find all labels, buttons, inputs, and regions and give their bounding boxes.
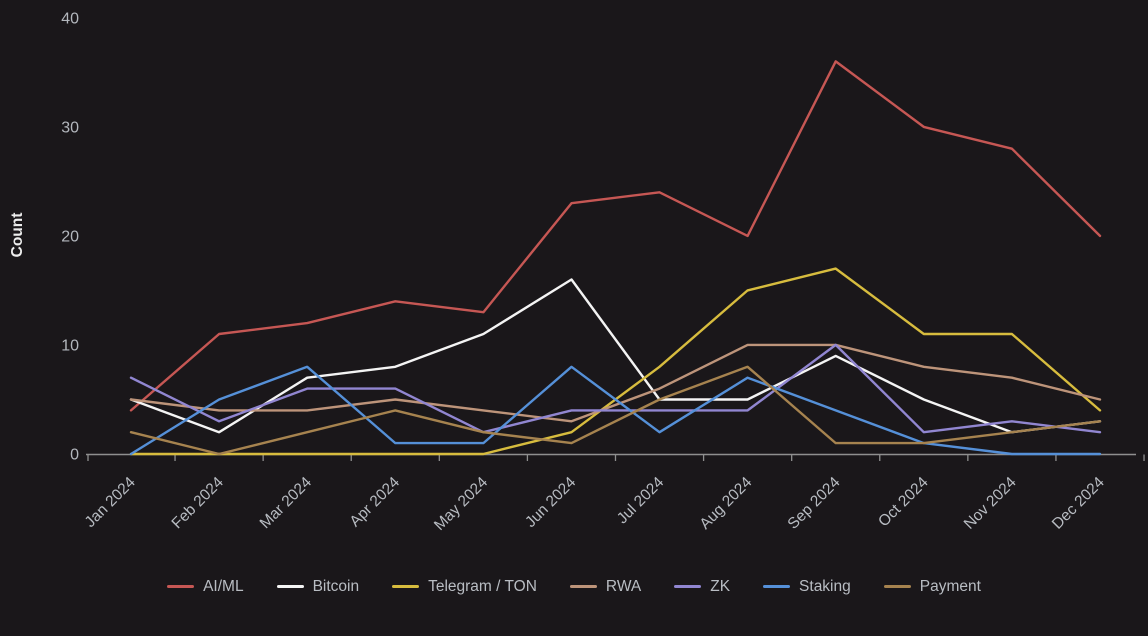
x-tick-label: Sep 2024	[785, 474, 844, 533]
legend-swatch-telegram-ton	[392, 585, 420, 589]
x-tick-label: Nov 2024	[961, 474, 1020, 533]
legend-label: RWA	[605, 578, 642, 595]
series-line-telegram-ton	[129, 267, 1102, 456]
x-tick-label: Mar 2024	[257, 474, 316, 533]
x-tick-label: Jul 2024	[614, 474, 668, 528]
legend-label: Telegram / TON	[428, 578, 537, 595]
legend-item-ai-ml[interactable]: AI/ML	[167, 578, 244, 595]
series-line-payment	[129, 365, 1102, 456]
legend-label: AI/ML	[203, 578, 244, 595]
legend-swatch-payment	[883, 585, 911, 589]
x-tick-label: Oct 2024	[875, 474, 932, 531]
legend-swatch-bitcoin	[276, 585, 304, 589]
series-line-zk	[129, 343, 1102, 434]
series-line-rwa	[129, 343, 1102, 423]
x-tick-label: Aug 2024	[697, 474, 756, 533]
legend-swatch-zk	[674, 585, 702, 589]
series-line-ai-ml	[129, 60, 1102, 412]
legend-item-payment[interactable]: Payment	[883, 578, 981, 595]
legend-item-staking[interactable]: Staking	[763, 579, 851, 595]
legend-label: Staking	[799, 578, 851, 595]
legend-item-rwa[interactable]: RWA	[569, 578, 642, 595]
x-tick-label: Jun 2024	[522, 474, 579, 531]
x-tick-label: Jan 2024	[82, 474, 139, 531]
legend-label: ZK	[710, 578, 731, 595]
legend-swatch-staking	[763, 585, 791, 589]
y-tick-label: 10	[61, 337, 79, 354]
chart-legend: AI/ML Bitcoin Telegram / TON RWA ZK Staking Pa…	[0, 579, 1148, 595]
y-tick-label: 30	[61, 119, 79, 136]
legend-item-zk[interactable]: ZK	[674, 579, 730, 595]
x-tick-label: May 2024	[431, 474, 491, 534]
x-tick-label: Feb 2024	[169, 474, 228, 533]
legend-item-telegram-ton[interactable]: Telegram / TON	[392, 579, 537, 595]
y-tick-label: 40	[61, 10, 79, 27]
series-line-staking	[129, 365, 1102, 456]
legend-swatch-rwa	[569, 585, 597, 589]
legend-swatch-ai-ml	[167, 585, 195, 589]
x-tick-label: Dec 2024	[1049, 474, 1108, 533]
x-tick-label: Apr 2024	[347, 474, 404, 531]
y-tick-label: 20	[61, 228, 79, 245]
y-tick-label: 0	[70, 447, 79, 464]
legend-label: Bitcoin	[312, 578, 360, 595]
legend-label: Payment	[919, 578, 981, 595]
series-line-bitcoin	[129, 278, 1102, 434]
y-axis-title: Count	[9, 213, 26, 258]
legend-item-bitcoin[interactable]: Bitcoin	[276, 578, 360, 595]
